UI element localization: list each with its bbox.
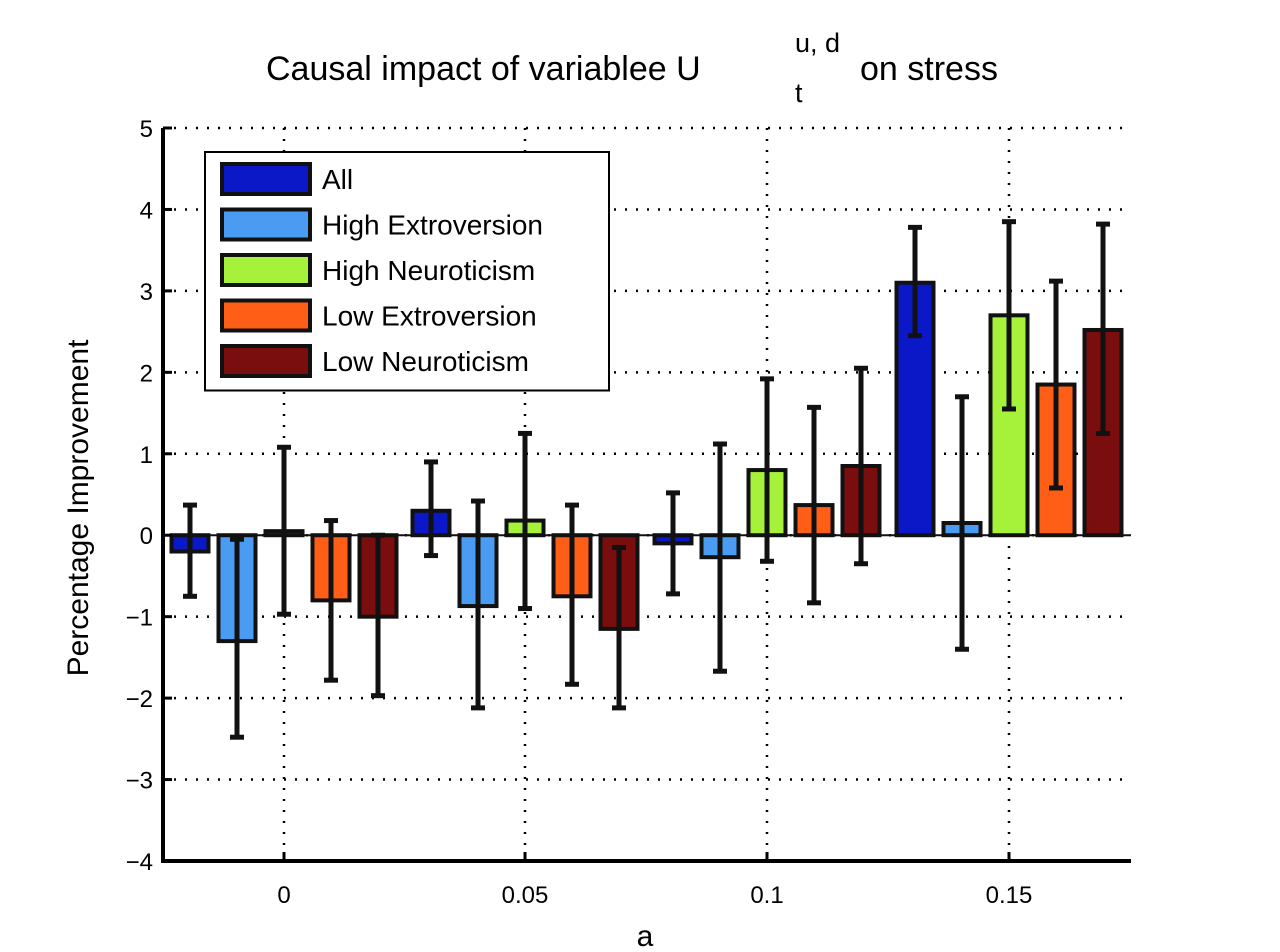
axes: [161, 126, 1131, 863]
error-bar: [183, 502, 197, 599]
legend-label: All: [322, 164, 353, 195]
legend-swatch: [220, 298, 312, 333]
error-bar: [1096, 221, 1110, 436]
chart-title-superscript: u, d: [795, 28, 840, 58]
legend-label: High Extroversion: [322, 210, 543, 241]
legend-label: Low Neuroticism: [322, 346, 529, 377]
legend-swatch: [220, 162, 312, 196]
x-axis-label: a: [637, 920, 654, 952]
y-tick-label: 5: [140, 116, 153, 143]
x-tick-label: 0: [277, 882, 290, 909]
error-bar: [1002, 219, 1016, 412]
chart-title-prefix: Causal impact of variablee U: [266, 50, 701, 88]
y-tick-label: −1: [126, 605, 153, 632]
error-bar: [713, 441, 727, 674]
error-bar: [324, 518, 338, 683]
legend-swatch: [220, 344, 312, 378]
error-bar: [230, 536, 244, 740]
y-tick-label: 3: [140, 279, 153, 306]
y-tick-label: −3: [126, 768, 153, 795]
chart-title-subscript: t: [795, 78, 803, 108]
error-bar: [955, 394, 969, 652]
legend-label: High Neuroticism: [322, 255, 535, 286]
legend-swatch: [220, 253, 312, 287]
x-tick-label: 0.05: [502, 882, 549, 909]
error-bar: [854, 365, 868, 567]
error-bar: [424, 459, 438, 559]
error-bar: [518, 430, 532, 612]
y-axis-label: Percentage Improvement: [62, 339, 95, 677]
error-bar: [760, 376, 774, 564]
legend-label: Low Extroversion: [322, 301, 537, 332]
tick-labels: −4 −3 −2 −1 0 1 2 3 4 5 0 0.05 0.1 0.15: [126, 116, 1033, 909]
y-tick-label: 0: [140, 523, 153, 550]
x-tick-label: 0.1: [750, 882, 783, 909]
error-bar: [807, 404, 821, 606]
error-bar: [612, 544, 626, 711]
chart-title-suffix: on stress: [860, 50, 998, 88]
error-bar: [666, 490, 680, 597]
x-tick-label: 0.15: [986, 882, 1033, 909]
y-tick-label: 1: [140, 442, 153, 469]
y-tick-label: −4: [126, 849, 153, 876]
y-tick-label: −2: [126, 686, 153, 713]
error-bar: [277, 444, 291, 617]
y-tick-label: 2: [140, 360, 153, 387]
legend-swatch: [220, 207, 312, 242]
error-bar: [908, 224, 922, 339]
error-bar: [1049, 278, 1063, 491]
legend: All High Extroversion High Neuroticism Low …: [204, 151, 610, 392]
y-tick-label: 4: [140, 197, 153, 224]
